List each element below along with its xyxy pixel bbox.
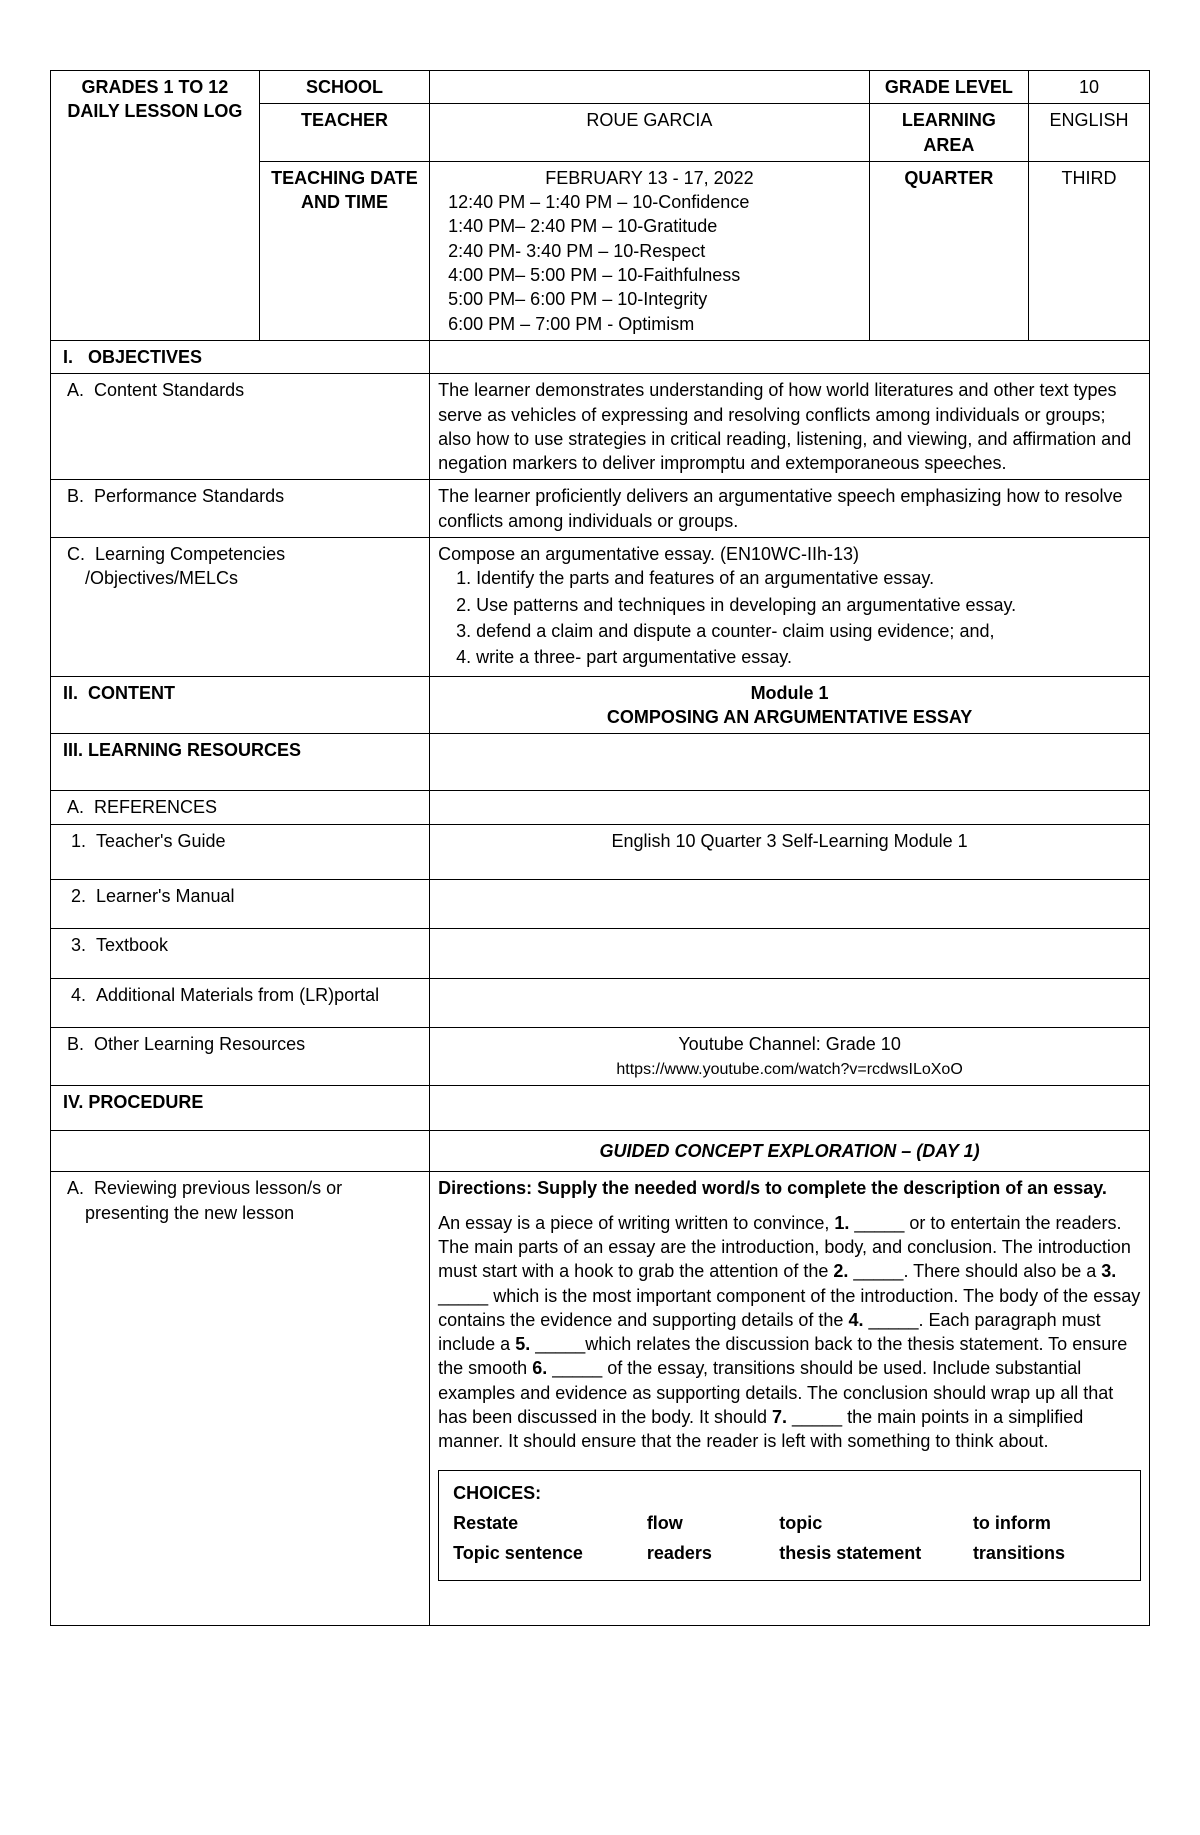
- row-learning-competencies: C. Learning Competencies /Objectives/MEL…: [51, 538, 1150, 676]
- essay-text: An essay is a piece of writing written t…: [438, 1211, 1141, 1454]
- additional-materials-empty: [430, 978, 1150, 1027]
- learners-manual-empty: [430, 880, 1150, 929]
- learners-manual-label: 2. Learner's Manual: [51, 880, 430, 929]
- schedule-6: 6:00 PM – 7:00 PM - Optimism: [438, 312, 861, 336]
- reviewing-label: A. Reviewing previous lesson/s or presen…: [51, 1172, 430, 1625]
- schedule-2: 1:40 PM– 2:40 PM – 10-Gratitude: [438, 214, 861, 238]
- row-learning-resources: III. LEARNING RESOURCES: [51, 734, 1150, 791]
- row-guided: GUIDED CONCEPT EXPLORATION – (DAY 1): [51, 1131, 1150, 1172]
- row-procedure: IV. PROCEDURE: [51, 1085, 1150, 1130]
- row-additional-materials: 4. Additional Materials from (LR)portal: [51, 978, 1150, 1027]
- grade-level-value: 10: [1029, 71, 1150, 104]
- directions: Directions: Supply the needed word/s to …: [438, 1176, 1141, 1200]
- log-title-cell: GRADES 1 TO 12 DAILY LESSON LOG: [51, 71, 260, 341]
- reviewing-content: Directions: Supply the needed word/s to …: [430, 1172, 1150, 1625]
- teacher-value: ROUE GARCIA: [430, 104, 870, 162]
- school-value: [430, 71, 870, 104]
- comp-intro: Compose an argumentative essay. (EN10WC-…: [438, 544, 859, 564]
- other-resources-value: Youtube Channel: Grade 10 https://www.yo…: [430, 1027, 1150, 1085]
- content-value: Module 1 COMPOSING AN ARGUMENTATIVE ESSA…: [430, 676, 1150, 734]
- choices-box: CHOICES: Restate flow topic to inform To…: [438, 1470, 1141, 1581]
- row-other-resources: B. Other Learning Resources Youtube Chan…: [51, 1027, 1150, 1085]
- choice-3: topic: [779, 1511, 963, 1535]
- quarter-value: THIRD: [1029, 161, 1150, 340]
- row-reviewing: A. Reviewing previous lesson/s or presen…: [51, 1172, 1150, 1625]
- row-references: A. REFERENCES: [51, 791, 1150, 824]
- row-content: II. CONTENT Module 1 COMPOSING AN ARGUME…: [51, 676, 1150, 734]
- comp-1: 1. Identify the parts and features of an…: [438, 566, 1141, 590]
- choices-label: CHOICES:: [453, 1481, 1126, 1505]
- choice-5: Topic sentence: [453, 1541, 637, 1565]
- row-learners-manual: 2. Learner's Manual: [51, 880, 1150, 929]
- schedule-5: 5:00 PM– 6:00 PM – 10-Integrity: [438, 287, 861, 311]
- other-resources-label: B. Other Learning Resources: [51, 1027, 430, 1085]
- choice-1: Restate: [453, 1511, 637, 1535]
- row-teachers-guide: 1. Teacher's Guide English 10 Quarter 3 …: [51, 824, 1150, 879]
- performance-standards-label: B. Performance Standards: [51, 480, 430, 538]
- textbook-label: 3. Textbook: [51, 929, 430, 978]
- header-row-school: GRADES 1 TO 12 DAILY LESSON LOG SCHOOL G…: [51, 71, 1150, 104]
- objectives-label: I. OBJECTIVES: [51, 340, 430, 373]
- comp-4: 4. write a three- part argumentative ess…: [438, 645, 1141, 669]
- learning-competencies-label: C. Learning Competencies /Objectives/MEL…: [51, 538, 430, 676]
- learning-competencies-content: Compose an argumentative essay. (EN10WC-…: [430, 538, 1150, 676]
- procedure-label: IV. PROCEDURE: [51, 1085, 430, 1130]
- section-objectives: I. OBJECTIVES: [51, 340, 1150, 373]
- schedule-4: 4:00 PM– 5:00 PM – 10-Faithfulness: [438, 263, 861, 287]
- comp-3: 3. defend a claim and dispute a counter-…: [438, 619, 1141, 643]
- schedule-1: 12:40 PM – 1:40 PM – 10-Confidence: [438, 190, 861, 214]
- choice-6: readers: [647, 1541, 769, 1565]
- content-standards-text: The learner demonstrates understanding o…: [430, 374, 1150, 480]
- performance-standards-text: The learner proficiently delivers an arg…: [430, 480, 1150, 538]
- choice-8: transitions: [973, 1541, 1126, 1565]
- content-standards-label: A. Content Standards: [51, 374, 430, 480]
- school-label: SCHOOL: [259, 71, 429, 104]
- learning-resources-label: III. LEARNING RESOURCES: [51, 734, 430, 791]
- references-label: A. REFERENCES: [51, 791, 430, 824]
- teacher-label: TEACHER: [259, 104, 429, 162]
- row-textbook: 3. Textbook: [51, 929, 1150, 978]
- quarter-label: QUARTER: [869, 161, 1028, 340]
- teachers-guide-label: 1. Teacher's Guide: [51, 824, 430, 879]
- datetime-cell: FEBRUARY 13 - 17, 2022 12:40 PM – 1:40 P…: [430, 161, 870, 340]
- procedure-empty: [430, 1085, 1150, 1130]
- textbook-empty: [430, 929, 1150, 978]
- date-range: FEBRUARY 13 - 17, 2022: [545, 168, 753, 188]
- teachers-guide-value: English 10 Quarter 3 Self-Learning Modul…: [430, 824, 1150, 879]
- guided-empty: [51, 1131, 430, 1172]
- content-label: II. CONTENT: [51, 676, 430, 734]
- row-performance-standards: B. Performance Standards The learner pro…: [51, 480, 1150, 538]
- grade-level-label: GRADE LEVEL: [869, 71, 1028, 104]
- log-title: GRADES 1 TO 12 DAILY LESSON LOG: [67, 77, 242, 121]
- datetime-label: TEACHING DATE AND TIME: [259, 161, 429, 340]
- guided-title: GUIDED CONCEPT EXPLORATION – (DAY 1): [430, 1131, 1150, 1172]
- additional-materials-label: 4. Additional Materials from (LR)portal: [51, 978, 430, 1027]
- choice-4: to inform: [973, 1511, 1126, 1535]
- choices-grid: Restate flow topic to inform Topic sente…: [453, 1511, 1126, 1566]
- schedule-3: 2:40 PM- 3:40 PM – 10-Respect: [438, 239, 861, 263]
- references-empty: [430, 791, 1150, 824]
- row-content-standards: A. Content Standards The learner demonst…: [51, 374, 1150, 480]
- learning-area-value: ENGLISH: [1029, 104, 1150, 162]
- learning-area-label: LEARNING AREA: [869, 104, 1028, 162]
- comp-2: 2. Use patterns and techniques in develo…: [438, 593, 1141, 617]
- choice-7: thesis statement: [779, 1541, 963, 1565]
- choice-2: flow: [647, 1511, 769, 1535]
- lesson-log-table: GRADES 1 TO 12 DAILY LESSON LOG SCHOOL G…: [50, 70, 1150, 1626]
- objectives-empty: [430, 340, 1150, 373]
- learning-resources-empty: [430, 734, 1150, 791]
